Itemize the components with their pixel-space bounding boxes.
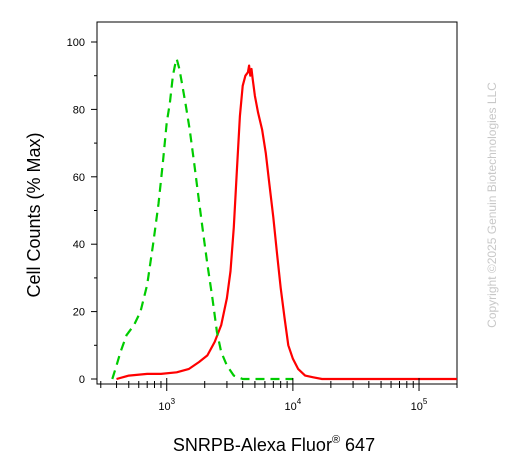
x-tick-label-base: 10 bbox=[285, 401, 297, 413]
x-tick-label-base: 10 bbox=[158, 401, 170, 413]
x-tick-label-exponent: 4 bbox=[297, 397, 302, 406]
x-axis-title: SNRPB-Alexa Fluor® 647 bbox=[173, 434, 375, 455]
x-axis-title-superscript: ® bbox=[332, 434, 340, 446]
x-tick-label: 103 bbox=[158, 397, 175, 413]
series-layer bbox=[111, 57, 457, 381]
x-tick-label-exponent: 5 bbox=[423, 397, 428, 406]
plot-frame bbox=[96, 21, 458, 385]
x-axis: 103 104 105 bbox=[100, 378, 458, 413]
y-tick-label: 60 bbox=[73, 172, 85, 184]
y-tick-label: 80 bbox=[73, 104, 85, 116]
series-line-1 bbox=[116, 64, 457, 381]
x-tick-label: 105 bbox=[411, 397, 428, 413]
x-tick-label: 104 bbox=[285, 397, 302, 413]
copyright-watermark: Copyright ©2025 Genuin Biotechnologies L… bbox=[485, 82, 499, 328]
x-tick-label-exponent: 3 bbox=[171, 397, 176, 406]
y-tick-label: 40 bbox=[73, 239, 85, 251]
y-axis-title: Cell Counts (% Max) bbox=[24, 132, 44, 297]
y-tick-label: 20 bbox=[73, 307, 85, 319]
x-tick-label-base: 10 bbox=[411, 401, 423, 413]
plot-border bbox=[96, 21, 458, 385]
x-axis-title-main: SNRPB-Alexa Fluor bbox=[173, 435, 332, 455]
series-line-2 bbox=[111, 57, 293, 381]
y-tick-label: 0 bbox=[79, 374, 85, 386]
y-axis: 0 20 40 60 80 100 bbox=[67, 37, 97, 386]
x-axis-title-suffix: 647 bbox=[340, 435, 375, 455]
y-tick-label: 100 bbox=[67, 37, 85, 49]
